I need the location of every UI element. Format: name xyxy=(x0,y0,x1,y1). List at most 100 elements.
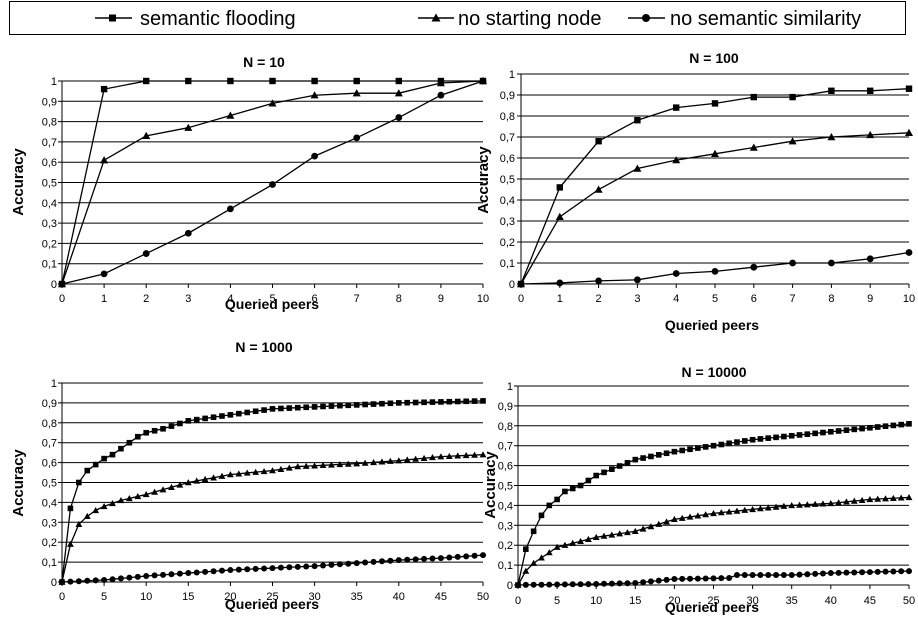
triangle-marker xyxy=(631,527,639,534)
y-tick-label: 0,2 xyxy=(42,537,57,549)
y-tick-label: 0 xyxy=(51,577,57,589)
circle-marker xyxy=(193,569,200,576)
y-tick-label: 0,8 xyxy=(498,421,513,433)
triangle-marker xyxy=(647,523,655,530)
square-marker xyxy=(244,409,251,416)
triangle-marker xyxy=(445,452,453,459)
legend: semantic flooding no starting node no se… xyxy=(9,1,906,35)
square-marker xyxy=(404,399,411,406)
circle-marker xyxy=(362,559,369,566)
x-tick-label: 20 xyxy=(668,595,680,607)
triangle-marker xyxy=(100,156,109,164)
circle-marker xyxy=(796,571,803,578)
y-tick-label: 0,1 xyxy=(498,560,513,572)
square-marker xyxy=(796,432,803,438)
square-marker xyxy=(616,463,623,469)
y-tick-label: 0,5 xyxy=(500,174,515,186)
square-marker xyxy=(471,398,478,404)
triangle-marker xyxy=(285,464,293,471)
x-tick-label: 40 xyxy=(825,595,837,607)
chart-title: N = 10 xyxy=(243,54,285,70)
triangle-marker xyxy=(395,457,403,464)
square-marker xyxy=(546,502,553,509)
square-marker xyxy=(303,404,309,411)
triangle-marker xyxy=(436,79,445,87)
chart-panel: 00,10,20,30,40,50,60,70,80,910 5 10 15 20 25 3… xyxy=(482,364,915,615)
y-tick-label: 0,8 xyxy=(42,117,57,129)
square-marker xyxy=(585,477,592,484)
y-tick-label: 0 xyxy=(507,580,513,592)
x-tick-label: 10 xyxy=(140,591,152,603)
square-marker xyxy=(134,433,141,440)
chart-panel: 00,10,20,30,40,50,60,70,80,910 1 2 3 4 5 6 7 8 9 1… xyxy=(10,54,489,312)
triangle-marker xyxy=(429,454,436,461)
y-tick-label: 0,5 xyxy=(42,178,57,190)
square-marker xyxy=(634,117,641,124)
square-marker xyxy=(160,425,166,432)
triangle-marker xyxy=(577,537,584,544)
square-marker xyxy=(151,427,158,434)
y-tick-label: 0,3 xyxy=(42,218,57,230)
triangle-marker xyxy=(711,149,719,157)
square-marker-icon xyxy=(109,14,116,22)
circle-marker xyxy=(353,560,360,567)
square-marker xyxy=(362,401,368,408)
circle-marker xyxy=(749,572,756,579)
square-marker xyxy=(438,399,444,405)
chart-title: N = 100 xyxy=(689,50,739,66)
square-marker xyxy=(562,488,568,495)
square-marker xyxy=(311,77,318,85)
x-tick-label: 15 xyxy=(182,591,194,603)
square-marker xyxy=(269,406,276,412)
triangle-marker xyxy=(394,89,403,97)
square-marker xyxy=(337,402,343,409)
series-line xyxy=(61,453,484,583)
triangle-marker xyxy=(553,543,561,550)
triangle-marker xyxy=(151,488,159,495)
triangle-marker xyxy=(437,453,445,460)
x-tick-label: 1 xyxy=(101,293,107,305)
square-marker xyxy=(781,433,787,440)
circle-marker xyxy=(890,568,897,575)
triangle-marker xyxy=(827,500,835,507)
circle-marker xyxy=(640,579,647,586)
y-tick-label: 0,3 xyxy=(498,520,513,532)
triangle-marker xyxy=(75,520,83,528)
square-marker xyxy=(757,436,764,442)
square-marker xyxy=(84,467,91,474)
triangle-marker xyxy=(142,491,150,498)
circle-marker xyxy=(538,581,545,588)
y-tick-label: 0 xyxy=(51,279,57,291)
legend-item-no-semantic-similarity: no semantic similarity xyxy=(628,8,861,30)
triangle-marker xyxy=(310,91,319,99)
circle-marker xyxy=(286,564,293,571)
circle-marker xyxy=(905,249,913,256)
circle-marker xyxy=(788,572,795,579)
x-axis-label: Queried peers xyxy=(665,317,759,333)
triangle-marker xyxy=(749,143,758,151)
square-marker xyxy=(673,104,680,111)
x-tick-label: 10 xyxy=(903,293,915,305)
triangle-marker xyxy=(403,456,411,463)
y-tick-label: 0,4 xyxy=(498,500,513,512)
square-marker xyxy=(421,399,427,406)
circle-marker xyxy=(378,558,385,565)
square-marker xyxy=(554,496,560,503)
circle-marker xyxy=(561,581,568,588)
circle-marker xyxy=(515,582,521,588)
circle-marker xyxy=(227,205,234,213)
square-marker xyxy=(143,429,149,436)
square-marker xyxy=(718,441,725,448)
series-line xyxy=(61,400,484,583)
square-marker xyxy=(353,77,360,85)
circle-marker xyxy=(471,552,478,559)
circle-marker xyxy=(726,575,733,582)
square-marker xyxy=(143,77,150,85)
y-tick-label: 0,8 xyxy=(500,111,515,123)
circle-marker xyxy=(437,91,445,99)
square-marker xyxy=(890,422,897,429)
y-tick-label: 0,1 xyxy=(42,259,57,271)
y-tick-label: 0,4 xyxy=(500,195,515,207)
y-tick-label: 0 xyxy=(509,279,515,291)
triangle-marker xyxy=(811,500,819,507)
